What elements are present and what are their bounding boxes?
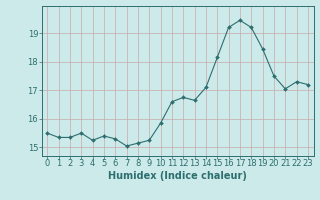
X-axis label: Humidex (Indice chaleur): Humidex (Indice chaleur) [108, 171, 247, 181]
